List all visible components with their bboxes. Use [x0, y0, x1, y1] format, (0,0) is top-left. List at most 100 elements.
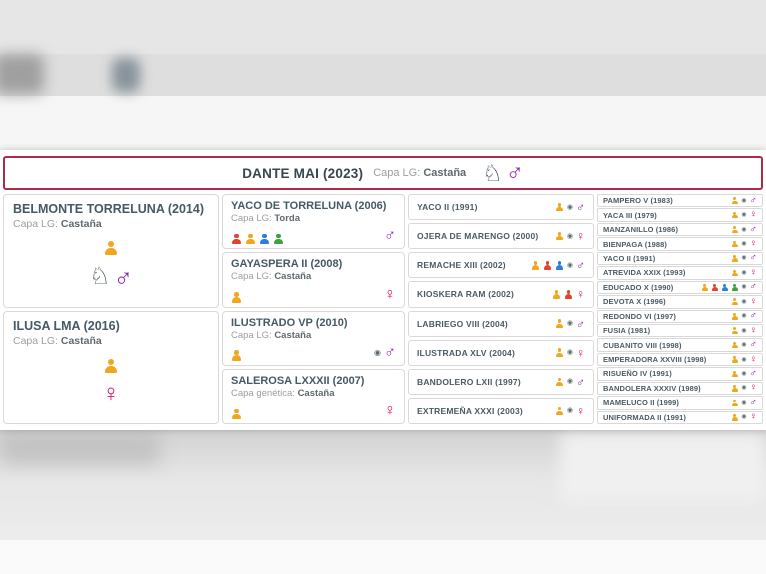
status-icons: ♘ ♂ [89, 264, 133, 290]
status-icons: ◉ ♂ [731, 397, 757, 408]
horse-name: ILUSTRADO VP (2010) [231, 316, 348, 329]
pedigree-cell[interactable]: DEVOTA X (1996) ◉ ♀ [597, 295, 763, 309]
person-yellow-icon [701, 284, 708, 291]
status-icons: ◉ ♀ [731, 383, 757, 393]
pedigree-cell[interactable]: CUBANITO VIII (1998) ◉ ♂ [597, 338, 763, 352]
badge-icon: ◉ [741, 356, 747, 363]
horse-name: LABRIEGO VIII (2004) [417, 318, 508, 329]
person-yellow-icon [245, 233, 256, 245]
horse-name: PAMPERO V (1983) [603, 196, 673, 206]
pedigree-cell[interactable]: BANDOLERO LXII (1997) ◉ ♂ [408, 368, 594, 395]
badge-icon: ◉ [741, 269, 747, 276]
status-icons: ◉ ♀ [731, 412, 757, 422]
status-icons: ◉ ♂ [731, 311, 757, 321]
person-yellow-icon [531, 261, 540, 270]
pedigree-cell[interactable]: YACA III (1979) ◉ ♀ [597, 208, 763, 222]
horse-name: YACA III (1979) [603, 210, 657, 220]
badge-icon: ◉ [741, 342, 747, 349]
female-icon: ♀ [102, 379, 120, 407]
offspring-icons [231, 350, 242, 362]
status-icons: ◉ ♂ [731, 340, 757, 350]
pedigree-cell[interactable]: LABRIEGO VIII (2004) ◉ ♂ [408, 310, 594, 337]
pedigree-cell[interactable]: BELMONTE TORRELUNA (2014) Capa LG: Casta… [3, 194, 219, 308]
pedigree-cell[interactable]: ILUSTRADA XLV (2004) ◉ ♀ [408, 339, 594, 366]
male-icon: ♂ [749, 281, 758, 293]
male-icon: ♂ [384, 227, 396, 245]
pedigree-cell[interactable]: REDONDO VI (1997) ◉ ♂ [597, 309, 763, 323]
root-icons: ♘ ♂ [482, 161, 524, 185]
person-yellow-icon [731, 341, 738, 349]
status-icons: ◉ ♂ [731, 368, 757, 379]
pedigree-cell[interactable]: GAYASPERA II (2008) Capa LG: Castaña ♀ [222, 252, 405, 308]
badge-icon: ◉ [566, 203, 573, 211]
badge-icon: ◉ [741, 313, 747, 320]
pedigree-cell[interactable]: YACO II (1991) ◉ ♂ [408, 194, 594, 221]
horse-name: BIENPAGA (1988) [603, 239, 668, 249]
pedigree-cell[interactable]: MANZANILLO (1986) ◉ ♂ [597, 222, 763, 237]
pedigree-cell[interactable]: YACO II (1991) ◉ ♂ [597, 251, 763, 266]
person-yellow-icon [731, 399, 738, 407]
pedigree-cell[interactable]: ATREVIDA XXIX (1993) ◉ ♀ [597, 266, 763, 280]
badge-icon: ◉ [741, 327, 747, 334]
status-icons: ◉ ♂ [701, 282, 757, 292]
status-icons: ◉ ♀ [731, 266, 758, 278]
pedigree-cell[interactable]: OJERA DE MARENGO (2000) ◉ ♀ [408, 223, 594, 250]
person-yellow-icon [231, 350, 242, 362]
status-icons: ♀ [384, 403, 396, 419]
horse-name: GAYASPERA II (2008) [231, 258, 343, 271]
person-red-icon [543, 261, 552, 270]
horse-name: BANDOLERO LXII (1997) [417, 376, 521, 387]
pedigree-cell[interactable]: EDUCADO X (1990) ◉ ♂ [597, 280, 763, 295]
cell-icons: ♀ [13, 347, 209, 419]
capa-value: Castaña [297, 387, 335, 399]
horse-name: EXTREMEÑA XXXI (2003) [417, 405, 523, 416]
badge-icon: ◉ [741, 241, 747, 248]
badge-icon: ◉ [566, 320, 573, 328]
pedigree-cell[interactable]: SALEROSA LXXXII (2007) Capa genética: Ca… [222, 368, 405, 424]
badge-icon: ◉ [741, 399, 747, 406]
pedigree-cell[interactable]: EXTREMEÑA XXXI (2003) ◉ ♀ [408, 397, 594, 424]
pedigree-cell[interactable]: FUSIA (1981) ◉ ♀ [597, 323, 763, 338]
pedigree-cell[interactable]: YACO DE TORRELUNA (2006) Capa LG: Torda … [222, 194, 405, 250]
male-icon: ♂ [749, 339, 758, 351]
pedigree-cell[interactable]: PAMPERO V (1983) ◉ ♂ [597, 194, 763, 208]
male-icon: ♂ [749, 223, 758, 235]
male-icon: ♂ [576, 374, 585, 389]
pedigree-cell[interactable]: KIOSKERA RAM (2002) ♀ [408, 281, 594, 308]
pedigree-cell[interactable]: RISUEÑO IV (1991) ◉ ♂ [597, 367, 763, 381]
female-icon: ♀ [749, 238, 758, 250]
pedigree-cell[interactable]: ILUSA LMA (2016) Capa LG: Castaña ♀ [3, 310, 219, 424]
generation-1-column: BELMONTE TORRELUNA (2014) Capa LG: Casta… [3, 194, 219, 424]
badge-icon: ◉ [566, 232, 573, 240]
capa-value: Torda [274, 213, 300, 224]
person-yellow-icon [731, 413, 738, 421]
pedigree-cell[interactable]: UNIFORMADA II (1991) ◉ ♀ [597, 410, 763, 424]
horse-name: DEVOTA X (1996) [603, 297, 666, 307]
person-red-icon [231, 233, 242, 245]
pedigree-cell[interactable]: EMPERADORA XXVIII (1998) ◉ ♀ [597, 352, 763, 367]
pedigree-cell[interactable]: BANDOLERA XXXIV (1989) ◉ ♀ [597, 381, 763, 396]
pedigree-cell[interactable]: MAMELUCO II (1999) ◉ ♂ [597, 396, 763, 410]
pedigree-cell[interactable]: REMACHE XIII (2002) ◉ ♂ [408, 252, 594, 279]
pedigree-cell[interactable]: ILUSTRADO VP (2010) Capa LG: Castaña ◉ ♂ [222, 310, 405, 366]
badge-icon: ◉ [374, 347, 381, 357]
status-icons: ◉ ♂ [531, 259, 585, 271]
status-icons: ♀ [552, 288, 585, 300]
pedigree-cell[interactable]: BIENPAGA (1988) ◉ ♀ [597, 237, 763, 251]
person-blue-icon [259, 233, 270, 245]
root-capa: Capa LG: Castaña [373, 167, 466, 179]
status-icons: ♂ [384, 228, 396, 244]
background-blob [0, 54, 44, 94]
offspring-icons [231, 292, 242, 303]
pedigree-panel: DANTE MAI (2023) Capa LG: Castaña ♘ ♂ BEL… [0, 150, 766, 430]
female-icon: ♀ [749, 266, 758, 278]
offspring-icons [231, 408, 242, 420]
horse-name: RISUEÑO IV (1991) [603, 369, 672, 379]
female-icon: ♀ [576, 229, 585, 244]
person-yellow-icon [231, 408, 242, 420]
person-yellow-icon [555, 377, 564, 387]
badge-icon: ◉ [741, 385, 747, 392]
capa-line: Capa LG: Torda [231, 213, 396, 224]
badge-icon: ◉ [741, 298, 747, 305]
offspring-icons [104, 241, 119, 256]
